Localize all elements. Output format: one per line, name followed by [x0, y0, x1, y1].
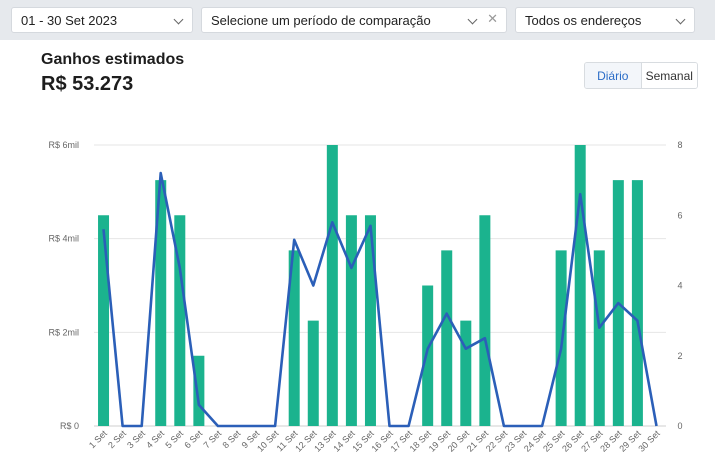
y-left-tick-label: R$ 0	[60, 421, 79, 431]
bar	[593, 250, 605, 426]
bar	[441, 250, 453, 426]
date-range-select[interactable]: 01 - 30 Set 2023	[11, 7, 193, 33]
bar	[288, 250, 300, 426]
y-right-tick-label: 8	[677, 140, 682, 150]
bar	[174, 215, 186, 426]
x-tick-label: 3 Set	[125, 428, 147, 450]
y-right-tick-label: 4	[677, 281, 682, 291]
date-range-value: 01 - 30 Set 2023	[21, 12, 118, 28]
bar	[574, 145, 586, 426]
filter-bar: 01 - 30 Set 2023 Selecione um período de…	[0, 0, 715, 40]
y-right-tick-label: 6	[677, 210, 682, 220]
y-left-tick-label: R$ 2mil	[48, 327, 79, 337]
bar	[345, 215, 357, 426]
x-tick-label: 1 Set	[87, 428, 109, 450]
bar	[479, 215, 491, 426]
clear-icon[interactable]: ✕	[487, 11, 498, 26]
y-left-tick-label: R$ 6mil	[48, 140, 79, 150]
period-toggle: Diário Semanal	[584, 62, 698, 89]
bar	[422, 285, 434, 426]
address-value: Todos os endereços	[525, 12, 642, 28]
bar	[307, 320, 319, 426]
x-tick-label: 30 Set	[636, 428, 662, 454]
bar	[631, 180, 643, 426]
bar	[193, 355, 205, 426]
bar	[364, 215, 376, 426]
x-tick-label: 4 Set	[144, 428, 166, 450]
x-tick-label: 8 Set	[220, 428, 242, 450]
x-tick-label: 6 Set	[182, 428, 204, 450]
y-left-tick-label: R$ 4mil	[48, 234, 79, 244]
chevron-down-icon	[173, 14, 184, 25]
chevron-down-icon	[467, 14, 478, 25]
chevron-down-icon	[675, 14, 686, 25]
address-select[interactable]: Todos os endereços	[515, 7, 695, 33]
comparison-placeholder: Selecione um período de comparação	[211, 12, 431, 28]
x-tick-label: 7 Set	[201, 428, 223, 450]
y-right-tick-label: 2	[677, 351, 682, 361]
bar	[460, 320, 472, 426]
comparison-period-select[interactable]: Selecione um período de comparação ✕	[201, 7, 507, 33]
daily-toggle-button[interactable]: Diário	[585, 63, 641, 88]
bar	[98, 215, 110, 426]
series-line	[102, 171, 658, 428]
y-right-tick-label: 0	[677, 421, 682, 431]
x-tick-label: 2 Set	[106, 428, 128, 450]
bar	[326, 145, 338, 426]
toggle-divider	[640, 63, 642, 88]
weekly-toggle-button[interactable]: Semanal	[641, 63, 697, 88]
card-title: Ganhos estimados	[41, 51, 185, 68]
total-earnings: R$ 53.273	[41, 73, 134, 95]
x-tick-label: 5 Set	[163, 428, 185, 450]
earnings-card: Ganhos estimados R$ 53.273 Diário Semana…	[0, 40, 715, 473]
bar	[155, 180, 167, 426]
